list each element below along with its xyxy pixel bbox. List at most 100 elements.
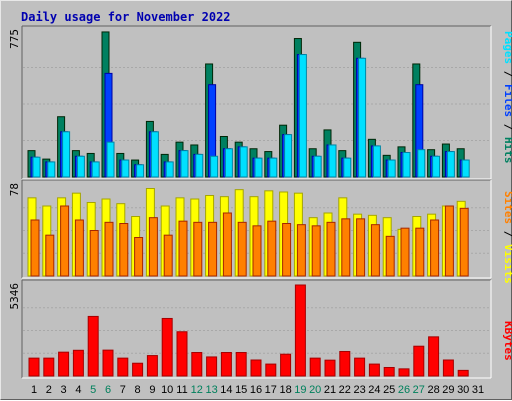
sites-bar bbox=[178, 220, 188, 277]
sites-bar bbox=[296, 224, 306, 277]
kbytes-bar bbox=[161, 317, 173, 377]
sites-bar bbox=[356, 218, 366, 277]
kbytes-bar bbox=[72, 349, 84, 377]
pages-bar bbox=[239, 146, 248, 178]
sites-bar bbox=[60, 205, 70, 277]
sites-bar bbox=[252, 225, 262, 277]
day-label: 20 bbox=[309, 384, 321, 396]
sites-bar bbox=[45, 234, 55, 277]
day-label: 2 bbox=[46, 384, 52, 396]
pages-bar bbox=[121, 159, 130, 178]
sites-bar bbox=[459, 207, 469, 277]
day-label: 6 bbox=[105, 384, 111, 396]
kbytes-bar bbox=[383, 366, 395, 377]
pages-bar bbox=[106, 141, 115, 178]
day-label: 22 bbox=[339, 384, 351, 396]
legend-text: Visits bbox=[502, 244, 512, 284]
legend-text: Hits bbox=[502, 137, 512, 164]
day-label: 11 bbox=[176, 384, 187, 396]
day-label: 25 bbox=[383, 384, 395, 396]
pages-bar bbox=[461, 159, 470, 178]
kbytes-bar bbox=[117, 357, 129, 377]
sites-bar bbox=[89, 230, 99, 277]
sites-bar bbox=[282, 223, 292, 277]
kbytes-bar bbox=[191, 352, 203, 377]
sites-bar bbox=[444, 205, 454, 277]
day-label: 4 bbox=[75, 384, 81, 396]
sites-bar bbox=[74, 219, 84, 277]
pages-bar bbox=[62, 131, 71, 178]
pages-bar bbox=[358, 57, 367, 178]
kbytes-bar bbox=[220, 352, 232, 377]
sites-bar bbox=[341, 218, 351, 277]
kbytes-ymax-label: 5346 bbox=[8, 283, 21, 310]
pages-bar bbox=[47, 161, 56, 178]
day-label: 13 bbox=[205, 384, 217, 396]
pages-bar bbox=[76, 155, 85, 178]
day-label: 5 bbox=[90, 384, 96, 396]
pages-bar bbox=[136, 164, 145, 178]
day-label: 19 bbox=[294, 384, 306, 396]
pages-bar bbox=[402, 152, 411, 178]
sites-bar bbox=[208, 221, 218, 277]
sites-bar bbox=[222, 212, 232, 277]
legend-text: / bbox=[502, 64, 512, 84]
day-label: 17 bbox=[265, 384, 277, 396]
kbytes-panel bbox=[21, 279, 492, 379]
pages-bar bbox=[432, 155, 441, 178]
kbytes-bar bbox=[368, 363, 380, 377]
day-label: 14 bbox=[220, 384, 232, 396]
day-label: 7 bbox=[120, 384, 126, 396]
kbytes-bar bbox=[428, 336, 440, 377]
kbytes-bar bbox=[87, 315, 99, 377]
kbytes-bar bbox=[413, 345, 425, 377]
sites-bar bbox=[134, 237, 144, 277]
day-label: 1 bbox=[31, 384, 37, 396]
day-label: 18 bbox=[279, 384, 291, 396]
kbytes-gridlines bbox=[23, 307, 490, 354]
hits-panel bbox=[21, 25, 492, 180]
pages-bar bbox=[313, 155, 322, 178]
chart-title: Daily usage for November 2022 bbox=[21, 10, 231, 24]
kbytes-bar bbox=[43, 357, 55, 377]
pages-bar bbox=[446, 151, 455, 178]
sites-bar bbox=[326, 221, 336, 277]
pages-bar bbox=[417, 149, 426, 178]
day-label: 31 bbox=[472, 384, 484, 396]
kbytes-bar bbox=[146, 355, 158, 377]
kbytes-bar bbox=[280, 353, 292, 377]
kbytes-bar bbox=[324, 359, 336, 377]
day-label: 21 bbox=[324, 384, 336, 396]
sites-bar bbox=[30, 219, 40, 277]
pages-bar bbox=[298, 54, 307, 178]
day-label: 3 bbox=[61, 384, 67, 396]
sites-bar bbox=[267, 220, 277, 277]
kbytes-legend-label: KBytes bbox=[502, 321, 512, 361]
visits-ymax-label: 78 bbox=[8, 183, 21, 196]
pages-bar bbox=[150, 131, 159, 178]
day-label: 10 bbox=[161, 384, 173, 396]
sites-bar bbox=[311, 225, 321, 277]
kbytes-bar bbox=[354, 357, 366, 377]
hits-ymax-label: 775 bbox=[8, 29, 21, 49]
pages-bar bbox=[387, 159, 396, 178]
legend-text: Sites bbox=[502, 191, 512, 224]
kbytes-bar bbox=[442, 359, 454, 377]
kbytes-bar bbox=[457, 369, 469, 377]
day-label: 16 bbox=[250, 384, 262, 396]
pages-bar bbox=[195, 153, 204, 178]
day-axis-labels: 1 2 3 4 5 6 7 8 9 10 11 12 13 14 15 16 17 18 19 20 21 22 23 24 2… bbox=[31, 384, 484, 396]
kbytes-bar bbox=[294, 284, 306, 377]
day-label: 15 bbox=[235, 384, 247, 396]
sites-bar bbox=[430, 219, 440, 277]
legend-text: / bbox=[502, 117, 512, 137]
pages-bar bbox=[343, 157, 352, 178]
visits-bars bbox=[27, 188, 469, 277]
day-label: 27 bbox=[413, 384, 425, 396]
pages-bar bbox=[224, 148, 233, 178]
hits-bars bbox=[27, 31, 470, 178]
sites-bar bbox=[385, 235, 395, 277]
sites-bar bbox=[370, 224, 380, 277]
